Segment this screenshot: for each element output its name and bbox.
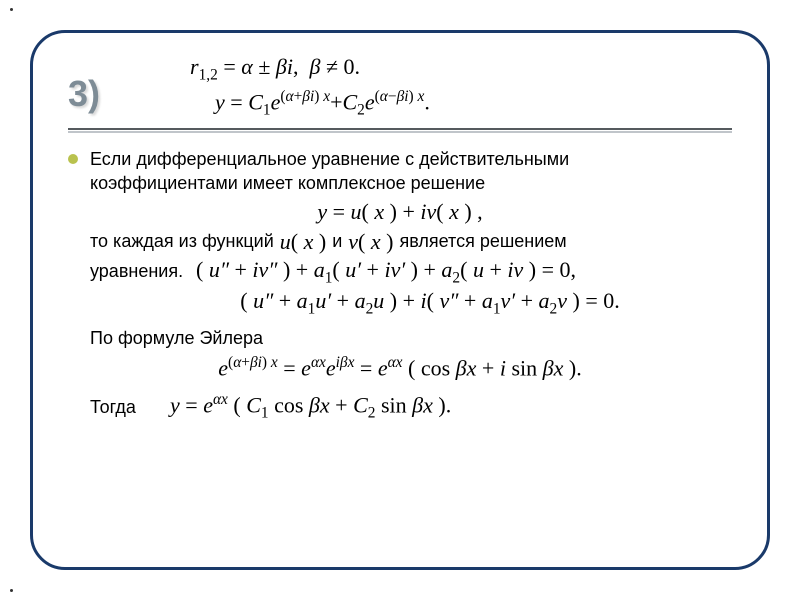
math-ux: u( x ) xyxy=(280,229,326,255)
bullet-1-text: Если дифференциальное уравнение с действ… xyxy=(90,148,569,195)
slide-frame: 3) r1,2 = α ± βi, β ≠ 0. y = C1e(α+βi) x… xyxy=(30,30,770,570)
then-row: Тогда y = eαx ( C1 cos βx + C2 sin βx ). xyxy=(90,391,732,423)
text-t3: является решением xyxy=(399,230,566,253)
then-label: Тогда xyxy=(90,396,170,419)
corner-dot-top xyxy=(10,8,13,11)
eq-euler: e(α+βi) x = eαxeiβx = eαx ( cos βx + i s… xyxy=(68,354,732,381)
bullet-dot-icon xyxy=(68,154,78,164)
math-vx: v( x ) xyxy=(348,229,393,255)
euler-label: По формуле Эйлера xyxy=(90,327,732,350)
bullet-1: Если дифференциальное уравнение с действ… xyxy=(68,148,732,195)
title-row: 3) r1,2 = α ± βi, β ≠ 0. y = C1e(α+βi) x… xyxy=(68,48,732,120)
line-equation-text: уравнения. ( u″ + iv″ ) + a1( u′ + iv′ )… xyxy=(90,257,732,287)
eq-final: y = eαx ( C1 cos βx + C2 sin βx ). xyxy=(170,391,451,423)
title-rule-light xyxy=(68,131,732,133)
section-number: 3) xyxy=(68,73,100,115)
line-functions: то каждая из функций u( x ) и v( x ) явл… xyxy=(90,229,732,255)
text-t1: то каждая из функций xyxy=(90,230,274,253)
bullet-1-line-2: коэффициентами имеет комплексное решение xyxy=(90,173,485,193)
title-eq-2: y = C1e(α+βi) x+C2e(α−βi) x. xyxy=(215,88,430,120)
text-uravneniya: уравнения. xyxy=(90,260,190,283)
title-rule-dark xyxy=(68,128,732,130)
title-eq-1: r1,2 = α ± βi, β ≠ 0. xyxy=(190,54,430,84)
eq-y-complex: y = u( x ) + iv( x ) , xyxy=(68,199,732,225)
title-equations: r1,2 = α ± βi, β ≠ 0. y = C1e(α+βi) x+C2… xyxy=(190,48,430,120)
bullet-1-line-1: Если дифференциальное уравнение с действ… xyxy=(90,149,569,169)
eq-ode-1: ( u″ + iv″ ) + a1( u′ + iv′ ) + a2( u + … xyxy=(196,257,576,287)
corner-dot-bottom xyxy=(10,589,13,592)
text-t2: и xyxy=(332,230,342,253)
eq-ode-2: ( u″ + a1u′ + a2u ) + i( v″ + a1v′ + a2v… xyxy=(128,288,732,318)
